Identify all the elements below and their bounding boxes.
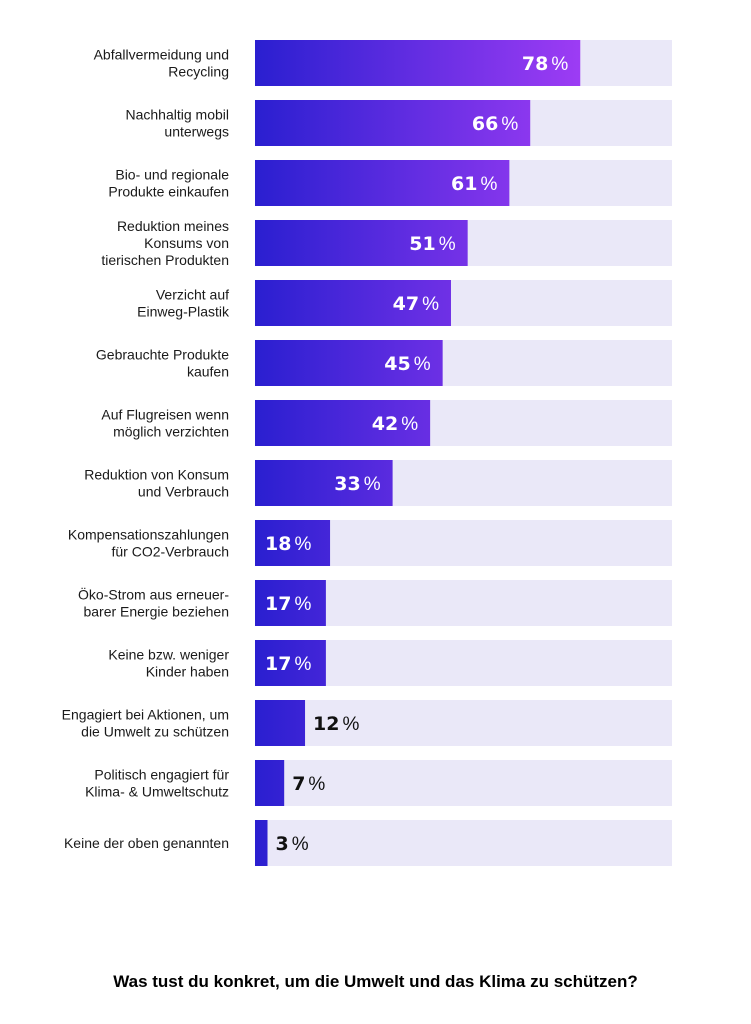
category-label: Kompensationszahlungen für CO2-Verbrauch: [68, 527, 229, 560]
bar: [255, 460, 393, 506]
category-label: Bio- und regionale Produkte einkaufen: [108, 167, 229, 200]
category-label: Engagiert bei Aktionen, um die Umwelt zu …: [62, 707, 229, 740]
bar-row: Politisch engagiert für Klima- & Umweltsc…: [85, 760, 672, 806]
bar-row: Öko-Strom aus erneuer-barer Energie bezi…: [78, 580, 672, 626]
category-label: Nachhaltig mobil unterwegs: [126, 107, 230, 140]
bar: [255, 220, 468, 266]
value-label: 42%: [372, 413, 418, 435]
bar: [255, 640, 326, 686]
bar: [255, 160, 510, 206]
bar-row: Auf Flugreisen wenn möglich verzichten 42%: [101, 400, 672, 446]
value-label: 12%: [313, 713, 359, 735]
bar-row: Gebrauchte Produkte kaufen 45%: [96, 340, 672, 386]
bar: [255, 340, 443, 386]
bar: [255, 700, 306, 746]
bar: [255, 40, 581, 86]
bar-track: [255, 760, 672, 806]
bar-chart: Abfallvermeidung und Recycling 78 % Nachhalt…: [62, 40, 672, 866]
value-label: 3%: [276, 833, 309, 855]
bar-row: Nachhaltig mobil unterwegs 66%: [126, 100, 672, 146]
bar: [255, 280, 451, 326]
category-label: Auf Flugreisen wenn möglich verzichten: [101, 407, 229, 440]
category-label: Öko-Strom aus erneuer-barer Energie bezi…: [78, 586, 229, 620]
bar: [255, 760, 285, 806]
bar: [255, 520, 331, 566]
value-label: 45%: [384, 353, 430, 375]
bar-row: Abfallvermeidung und Recycling 78%: [94, 40, 672, 86]
value-label: 33%: [334, 473, 380, 495]
bar-track: [255, 820, 672, 866]
value-label: 17%: [265, 653, 311, 675]
category-label: Abfallvermeidung und Recycling: [94, 47, 229, 80]
bar: [255, 400, 431, 446]
bar-row: Bio- und regionale Produkte einkaufen 61%: [108, 160, 672, 206]
bar-row: Keine der oben genannten 3%: [64, 820, 672, 866]
category-label: Keine der oben genannten: [64, 835, 229, 851]
bar: [255, 100, 531, 146]
value-label: 18%: [265, 533, 311, 555]
value-label: 17%: [265, 593, 311, 615]
bar-row: Keine bzw. weniger Kinder haben 17%: [108, 640, 672, 686]
category-label: Gebrauchte Produkte kaufen: [96, 347, 229, 380]
value-label: 78%: [522, 53, 568, 75]
value-label: 47%: [393, 293, 439, 315]
bar-track: [255, 700, 672, 746]
bar-row: Kompensationszahlungen für CO2-Verbrauch 1…: [68, 520, 672, 566]
bar: [255, 820, 268, 866]
bar: [255, 580, 326, 626]
bar-row: Engagiert bei Aktionen, um die Umwelt zu …: [62, 700, 672, 746]
category-label: Reduktion von Konsum und Verbrauch: [84, 467, 229, 500]
bar-row: Verzicht auf Einweg-Plastik 47%: [137, 280, 672, 326]
category-label: Reduktion meines Konsums von tierischen Pr…: [101, 218, 229, 268]
chart-question-title: Was tust du konkret, um die Umwelt und d…: [113, 972, 638, 991]
category-label: Politisch engagiert für Klima- & Umweltsc…: [85, 767, 229, 800]
value-label: 61%: [451, 173, 497, 195]
value-label: 51%: [409, 233, 455, 255]
bar-row: Reduktion von Konsum und Verbrauch 33%: [84, 460, 672, 506]
bar-row: Reduktion meines Konsums von tierischen Pr…: [101, 218, 672, 268]
category-label: Keine bzw. weniger Kinder haben: [108, 647, 229, 680]
category-label: Verzicht auf Einweg-Plastik: [137, 287, 230, 320]
value-label: 7%: [292, 773, 325, 795]
value-label: 66%: [472, 113, 518, 135]
